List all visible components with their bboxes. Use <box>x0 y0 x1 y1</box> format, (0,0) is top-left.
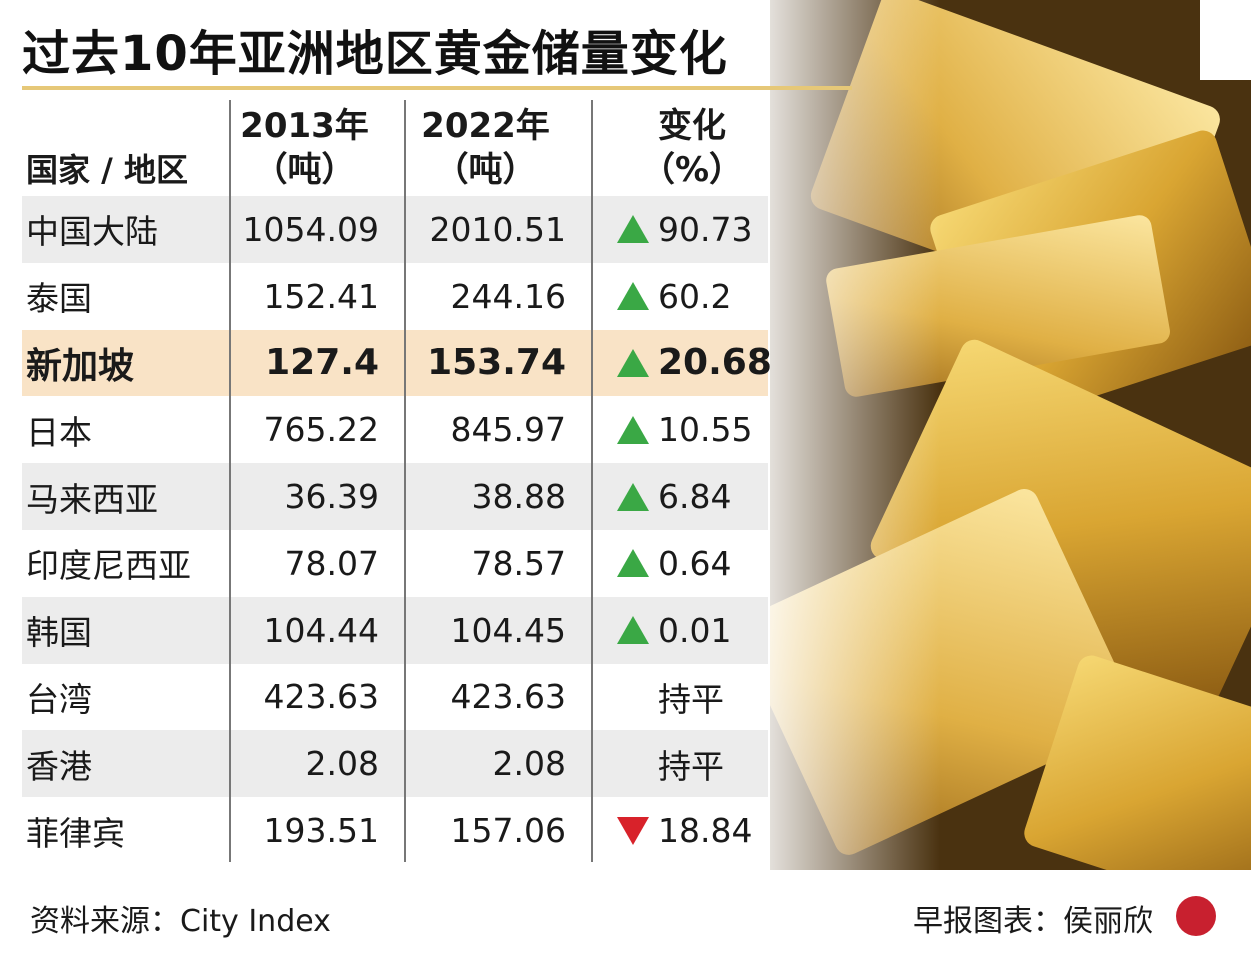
table-row: 菲律宾 193.51 157.06 18.84 <box>22 797 768 864</box>
up-arrow <box>617 215 649 244</box>
country: 中国大陆 <box>26 212 158 252</box>
value-2013: 127.4 <box>265 342 379 384</box>
value-2013: 36.39 <box>284 477 379 517</box>
country: 泰国 <box>26 279 92 319</box>
logo <box>1176 896 1216 936</box>
header-cell: 国家 / 地区 <box>22 100 230 196</box>
table: 国家 / 地区 2013年 （吨） 2022年 （吨） 变化 （%） 中国大陆 1054.09 2… <box>22 100 772 864</box>
change-value: 10.55 <box>658 410 753 450</box>
country: 台湾 <box>26 679 92 719</box>
value-2022: 78.57 <box>471 543 566 583</box>
value-2022: 38.88 <box>471 477 566 517</box>
title: 过去10年亚洲地区黄金储量变化 <box>22 26 728 82</box>
column-divider <box>404 100 406 862</box>
down-arrow <box>617 816 649 845</box>
value-2022: 104.45 <box>450 610 566 650</box>
value-2022: 2010.51 <box>429 209 566 249</box>
change: 18.84 <box>592 811 768 850</box>
change-value: 6.84 <box>658 477 732 517</box>
up-arrow <box>617 482 649 511</box>
up-arrow <box>617 282 649 311</box>
source: 资料来源：City Index <box>30 904 331 939</box>
header-line: （吨） <box>434 150 537 190</box>
country: 韩国 <box>26 613 92 653</box>
table-row: 马来西亚 36.39 38.88 6.84 <box>22 463 768 530</box>
up-arrow <box>617 616 649 645</box>
change: 0.01 <box>592 611 768 650</box>
value-2022: 244.16 <box>450 276 566 316</box>
header-cell: 2013年 （吨） <box>230 100 405 196</box>
value-2022: 845.97 <box>450 410 566 450</box>
change-value: 持平 <box>658 679 724 719</box>
change: 60.2 <box>592 277 768 316</box>
change-value: 90.73 <box>658 209 753 249</box>
header-line: 2022年 <box>421 106 550 146</box>
table-row: 韩国 104.44 104.45 0.01 <box>22 596 768 664</box>
value-2013: 2.08 <box>305 744 379 784</box>
country: 日本 <box>26 412 92 452</box>
title-rule <box>22 86 852 90</box>
change-value: 60.2 <box>658 276 732 316</box>
value-2013: 193.51 <box>263 811 379 851</box>
table-row: 中国大陆 1054.09 2010.51 90.73 <box>22 196 768 263</box>
change-value: 0.64 <box>658 543 732 583</box>
column-divider <box>591 100 593 862</box>
header-line: 国家 / 地区 <box>26 151 188 189</box>
up-arrow <box>617 549 649 578</box>
change: 持平 <box>592 740 768 788</box>
country: 香港 <box>26 746 92 786</box>
country: 马来西亚 <box>26 479 158 519</box>
table-row: 香港 2.08 2.08 持平 <box>22 730 768 798</box>
country: 新加坡 <box>26 345 135 387</box>
value-2022: 157.06 <box>450 811 566 851</box>
value-2013: 1054.09 <box>242 209 379 249</box>
credit: 早报图表：侯丽欣 <box>913 904 1153 939</box>
value-2022: 153.74 <box>427 342 566 384</box>
change: 持平 <box>592 673 768 721</box>
change-value: 20.68 <box>658 342 772 384</box>
header-cell: 2022年 （吨） <box>405 100 592 196</box>
change: 20.68 <box>592 342 772 383</box>
change-value: 持平 <box>658 746 724 786</box>
table-row: 泰国 152.41 244.16 60.2 <box>22 263 768 330</box>
header-row: 国家 / 地区 2013年 （吨） 2022年 （吨） 变化 （%） <box>22 100 768 196</box>
header-line: （吨） <box>253 150 356 190</box>
country: 菲律宾 <box>26 813 125 853</box>
header-line: 2013年 <box>240 106 369 146</box>
change: 10.55 <box>592 410 768 449</box>
change: 0.64 <box>592 544 768 583</box>
change: 90.73 <box>592 210 768 249</box>
value-2013: 78.07 <box>284 543 379 583</box>
change: 6.84 <box>592 477 768 516</box>
table-row: 新加坡 127.4 153.74 20.68 <box>22 329 772 397</box>
header-line: 变化 <box>658 106 726 146</box>
value-2013: 152.41 <box>263 276 379 316</box>
value-2013: 423.63 <box>263 677 379 717</box>
header-line: （%） <box>640 150 744 190</box>
table-row: 印度尼西亚 78.07 78.57 0.64 <box>22 530 768 597</box>
table-row: 台湾 423.63 423.63 持平 <box>22 664 768 731</box>
table-row: 日本 765.22 845.97 10.55 <box>22 396 768 463</box>
country: 印度尼西亚 <box>26 546 191 586</box>
column-divider <box>229 100 231 862</box>
change-value: 18.84 <box>658 811 753 851</box>
value-2013: 765.22 <box>263 410 379 450</box>
change-value: 0.01 <box>658 610 732 650</box>
value-2022: 423.63 <box>450 677 566 717</box>
header-cell: 变化 （%） <box>592 100 768 196</box>
up-arrow <box>617 348 649 377</box>
value-2022: 2.08 <box>492 744 566 784</box>
up-arrow <box>617 415 649 444</box>
value-2013: 104.44 <box>263 610 379 650</box>
